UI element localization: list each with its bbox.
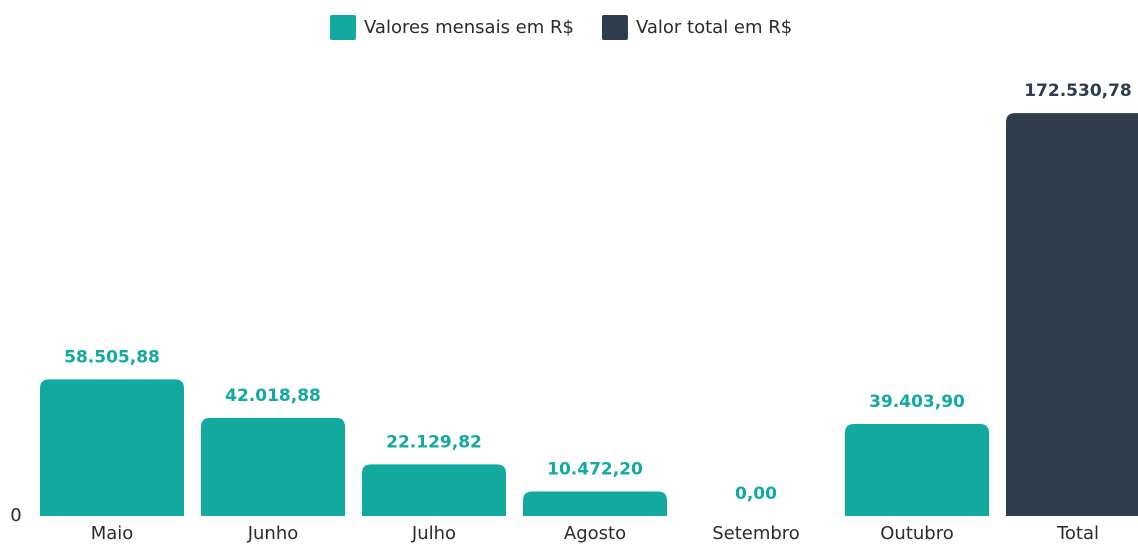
bar (845, 423, 989, 516)
bar (1006, 113, 1138, 516)
x-tick-label: Maio (91, 523, 134, 544)
x-tick-label: Setembro (712, 523, 800, 544)
x-tick-label: Julho (411, 523, 456, 544)
value-label: 42.018,88 (225, 386, 321, 406)
x-tick-label: Outubro (880, 523, 954, 544)
x-tick-label: Junho (247, 523, 299, 544)
x-tick-label: Agosto (564, 523, 626, 544)
value-label: 172.530,78 (1024, 81, 1132, 101)
value-label: 10.472,20 (547, 460, 643, 480)
bar (362, 464, 506, 516)
bar (201, 417, 345, 516)
legend-label: Valores mensais em R$ (364, 17, 574, 38)
value-label: 39.403,90 (869, 392, 965, 412)
value-label: 22.129,82 (386, 432, 482, 452)
bar (523, 491, 667, 516)
legend-swatch (330, 15, 356, 40)
x-tick-label: Total (1056, 523, 1099, 544)
value-label: 0,00 (735, 484, 777, 504)
legend-label: Valor total em R$ (636, 17, 792, 38)
value-label: 58.505,88 (64, 347, 160, 367)
y-tick-label: 0 (10, 505, 21, 526)
bar (40, 379, 184, 516)
legend-swatch (601, 15, 628, 40)
